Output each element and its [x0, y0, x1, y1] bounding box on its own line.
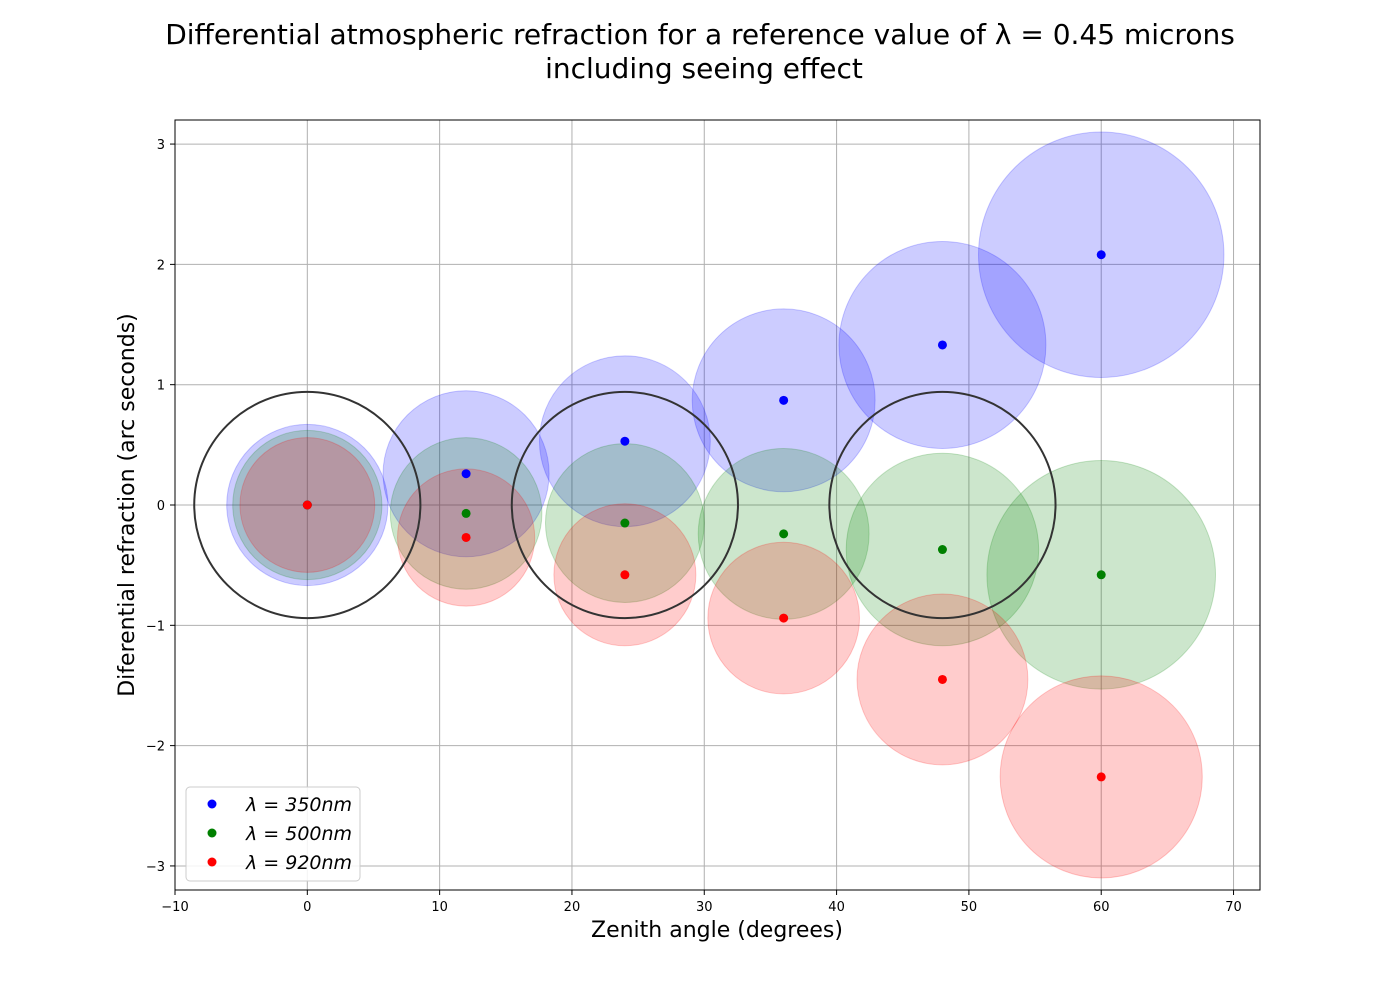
legend-marker — [207, 799, 217, 809]
data-point — [937, 674, 947, 684]
x-tick-label: 70 — [1225, 900, 1242, 915]
legend: λ = 350nm λ = 500nm λ = 920nm — [185, 786, 361, 882]
reference-circle — [193, 390, 422, 620]
data-points — [302, 250, 1106, 782]
data-point — [461, 508, 471, 518]
data-point — [302, 500, 312, 510]
legend-label: λ = 920nm — [245, 852, 352, 874]
reference-circle — [510, 390, 739, 620]
data-point — [937, 545, 947, 555]
data-point — [620, 518, 630, 528]
data-point — [461, 469, 471, 479]
x-tick-label: 0 — [303, 900, 311, 915]
axes — [170, 119, 1261, 895]
y-tick-label: −2 — [146, 740, 165, 755]
x-tick-label: 10 — [431, 900, 448, 915]
seeing-circles — [226, 131, 1225, 879]
data-point — [620, 436, 630, 446]
data-point — [1096, 250, 1106, 260]
y-tick-label: 1 — [157, 379, 165, 394]
data-point — [779, 613, 789, 623]
y-tick-label: 2 — [157, 258, 165, 273]
y-tick-label: 0 — [157, 499, 165, 514]
chart-title-line1: Differential atmospheric refraction for … — [165, 18, 1235, 51]
data-point — [779, 529, 789, 539]
x-tick-label: 50 — [961, 900, 978, 915]
x-axis-label: Zenith angle (degrees) — [591, 918, 843, 943]
data-point — [461, 532, 471, 542]
y-axis-label: Diferential refraction (arc seconds) — [115, 313, 140, 697]
reference-circles — [193, 390, 1057, 620]
legend-box — [185, 786, 361, 882]
y-tick-label: 3 — [157, 138, 165, 153]
x-tick-label: 30 — [696, 900, 713, 915]
grid — [175, 120, 1260, 890]
legend-label: λ = 500nm — [245, 823, 352, 845]
data-point — [937, 340, 947, 350]
data-point — [1096, 772, 1106, 782]
legend-label: λ = 350nm — [245, 794, 352, 816]
data-point — [1096, 570, 1106, 580]
x-tick-label: −10 — [161, 900, 188, 915]
chart-title-line2: including seeing effect — [545, 52, 863, 85]
y-tick-label: −3 — [146, 860, 165, 875]
data-point — [620, 570, 630, 580]
x-tick-label: 60 — [1093, 900, 1110, 915]
y-tick-label: −1 — [146, 619, 165, 634]
x-tick-label: 40 — [828, 900, 845, 915]
legend-marker — [207, 828, 217, 838]
x-tick-label: 20 — [564, 900, 581, 915]
legend-marker — [207, 857, 217, 867]
data-point — [779, 395, 789, 405]
reference-circle — [828, 390, 1057, 620]
